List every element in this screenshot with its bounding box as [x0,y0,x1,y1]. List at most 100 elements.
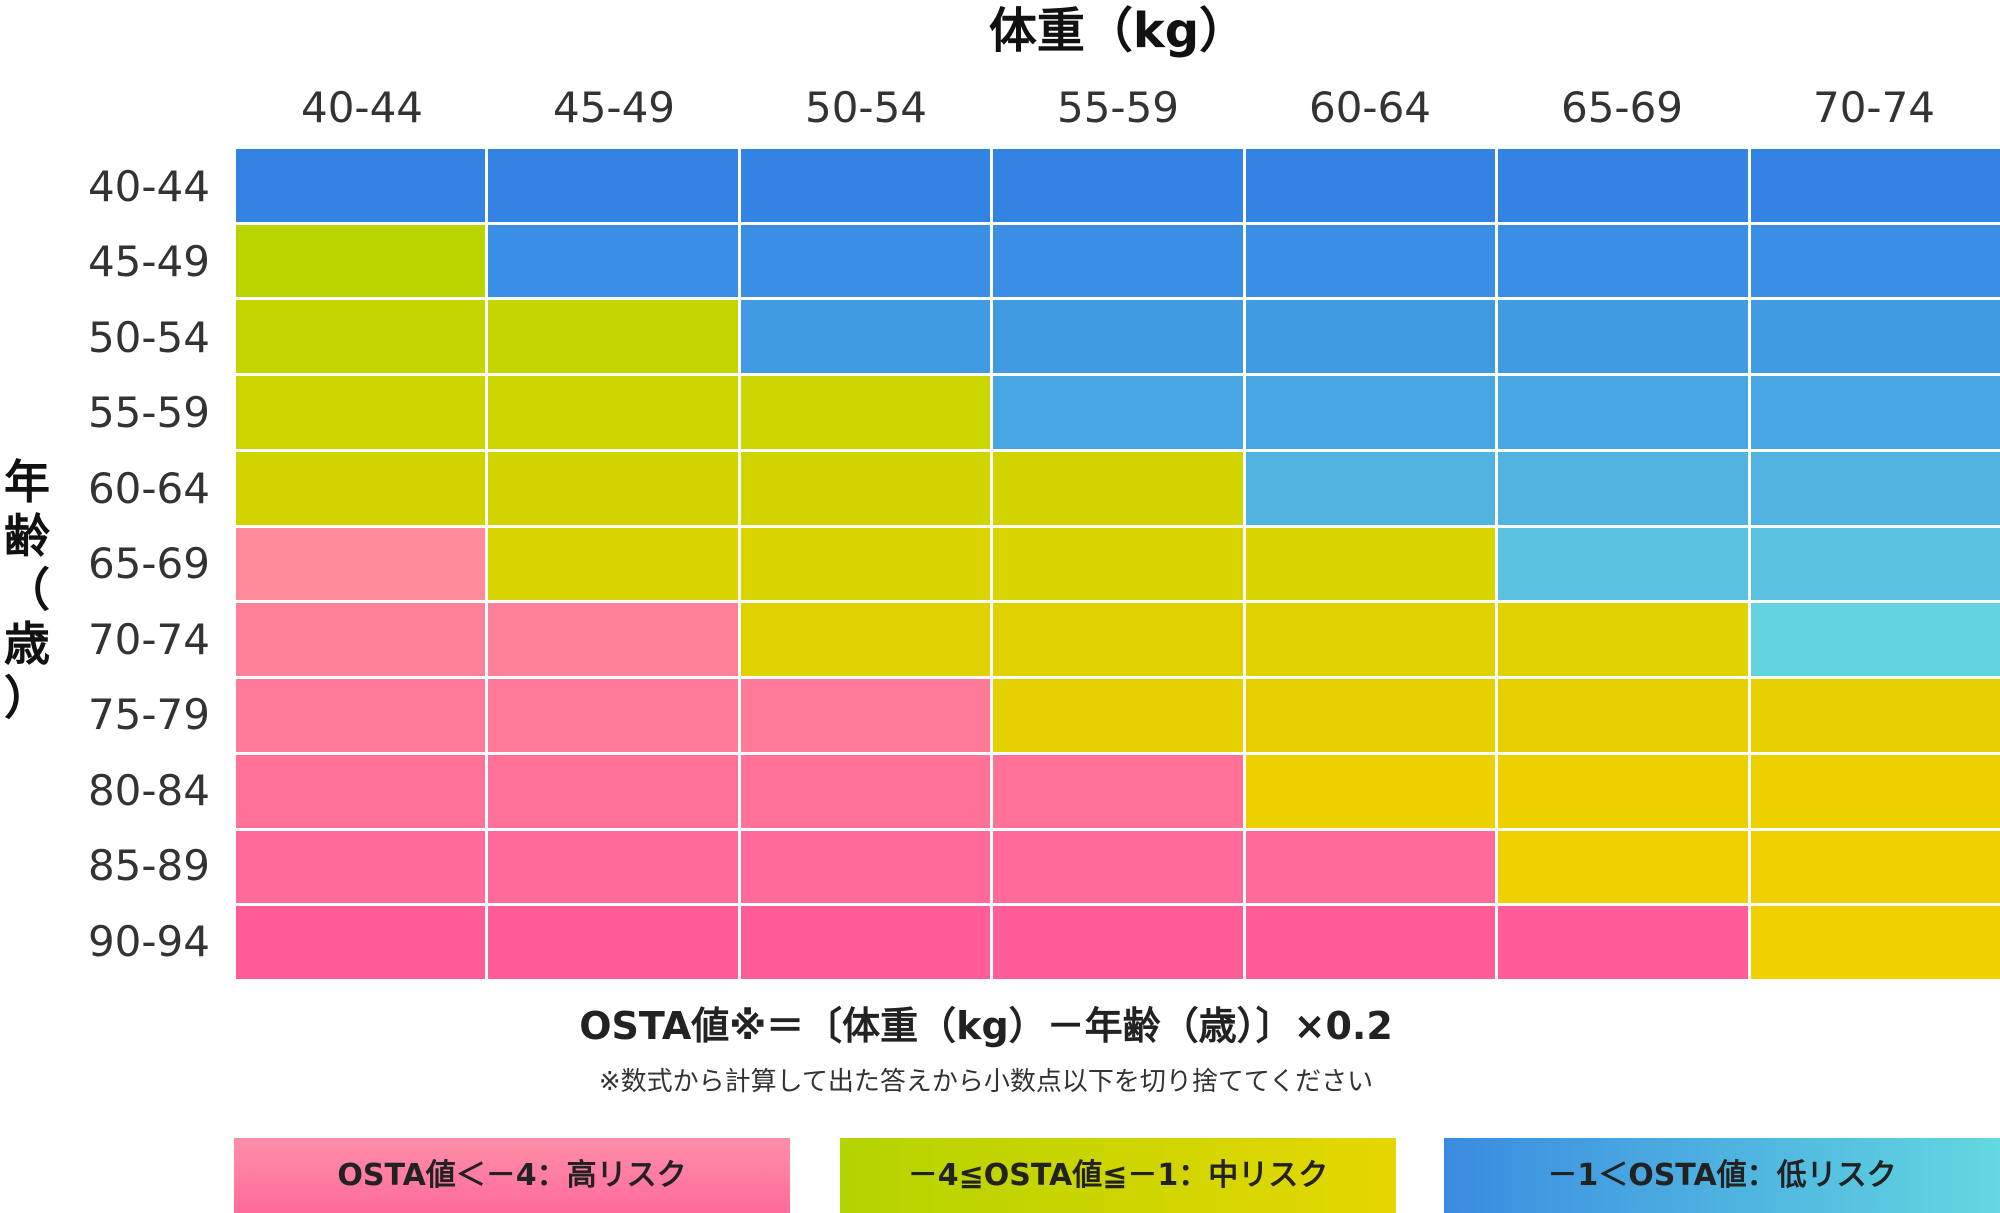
heatmap-cell [1750,754,2000,828]
heatmap-cell [1750,679,2000,752]
heatmap-cell [236,906,486,979]
heatmap-cell [993,224,1243,298]
heatmap-cell [236,149,486,222]
y-tick-label: 90-94 [87,916,210,966]
heatmap-cell [993,149,1243,222]
heatmap-cell [236,376,486,449]
y-tick-label: 65-69 [87,539,210,589]
y-tick-label: 45-49 [87,237,210,287]
heatmap-cell [740,603,991,677]
heatmap-cell [993,679,1243,752]
heatmap-cell [488,906,738,979]
formula-note: ※数式から計算して出た答えから小数点以下を切り捨ててください [598,1067,1374,1097]
heatmap-cell [1750,149,2000,222]
heatmap-cell [740,527,991,601]
y-tick-label: 85-89 [87,841,210,891]
heatmap-cell [1245,224,1496,298]
heatmap-cell [993,300,1243,374]
y-tick-label: 40-44 [87,162,210,211]
heatmap-cell [1750,603,2000,677]
y-axis-title: 年 齢 （ 歳 ） [4,455,50,725]
heatmap-cell [1498,906,1748,979]
x-tick-label: 40-44 [300,83,424,132]
x-tick-label: 70-74 [1812,83,1936,132]
heatmap-cell [740,906,991,979]
heatmap-cell [1498,300,1748,374]
y-tick-label: 55-59 [87,388,210,438]
heatmap-cell [740,830,991,904]
heatmap-cell [993,906,1243,979]
heatmap-cell [1245,754,1496,828]
heatmap-cell [488,224,738,298]
heatmap-cell [740,376,991,449]
heatmap-cell [236,754,486,828]
heatmap-cell [1245,149,1496,222]
heatmap-cell [236,603,486,677]
heatmap-cell [1498,224,1748,298]
y-tick-label: 60-64 [87,463,210,513]
heatmap-cell [1498,376,1748,449]
heatmap-cell [236,451,486,525]
heatmap-cell [1498,679,1748,752]
legend-high-risk: OSTA値＜－4：高リスク [234,1138,790,1213]
heatmap-cell [488,376,738,449]
heatmap-cell [236,527,486,601]
heatmap-cell [236,679,486,752]
x-tick-label: 65-69 [1560,83,1684,132]
heatmap-cell [488,451,738,525]
heatmap-cell [488,754,738,828]
heatmap-grid [236,149,2000,979]
heatmap-cell [1498,149,1748,222]
x-tick-label: 45-49 [552,83,676,132]
heatmap-cell [1245,603,1496,677]
x-axis-title: 体重（kg） [988,3,1248,59]
heatmap-cell [488,149,738,222]
heatmap-cell [993,451,1243,525]
legend-medium-risk: －4≦OSTA値≦－1：中リスク [840,1138,1396,1213]
heatmap-cell [1498,754,1748,828]
heatmap-cell [1750,300,2000,374]
heatmap-cell [1498,830,1748,904]
heatmap-cell [1498,451,1748,525]
heatmap-cell [488,679,738,752]
heatmap-cell [740,300,991,374]
heatmap-cell [993,603,1243,677]
heatmap-cell [993,754,1243,828]
heatmap-cell [993,376,1243,449]
heatmap-cell [1750,224,2000,298]
y-tick-label: 70-74 [87,614,210,664]
heatmap-cell [1245,830,1496,904]
heatmap-cell [236,830,486,904]
x-tick-label: 55-59 [1056,83,1180,132]
heatmap-cell [488,603,738,677]
heatmap-cell [236,224,486,298]
heatmap-cell [1245,451,1496,525]
x-tick-label: 60-64 [1308,83,1432,132]
heatmap-cell [1750,451,2000,525]
heatmap-cell [1498,603,1748,677]
heatmap-cell [1245,300,1496,374]
heatmap-cell [740,754,991,828]
heatmap-cell [1245,906,1496,979]
heatmap-cell [1750,527,2000,601]
heatmap-cell [993,830,1243,904]
heatmap-cell [1750,906,2000,979]
y-tick-label: 75-79 [87,690,210,740]
heatmap-cell [1498,527,1748,601]
heatmap-cell [993,527,1243,601]
x-tick-label: 50-54 [804,83,928,132]
heatmap-cell [740,679,991,752]
y-tick-label: 50-54 [87,312,210,362]
heatmap-cell [740,149,991,222]
legend-low-risk: －1＜OSTA値：低リスク [1444,1138,2000,1213]
heatmap-cell [1750,376,2000,449]
heatmap-cell [1245,376,1496,449]
heatmap-cell [740,451,991,525]
heatmap-cell [236,300,486,374]
heatmap-cell [740,224,991,298]
heatmap-cell [488,300,738,374]
heatmap-cell [488,830,738,904]
heatmap-cell [1245,527,1496,601]
formula-text: OSTA値※＝〔体重（kg）－年齢（歳）〕×0.2 [579,1004,1393,1048]
y-tick-label: 80-84 [87,765,210,815]
